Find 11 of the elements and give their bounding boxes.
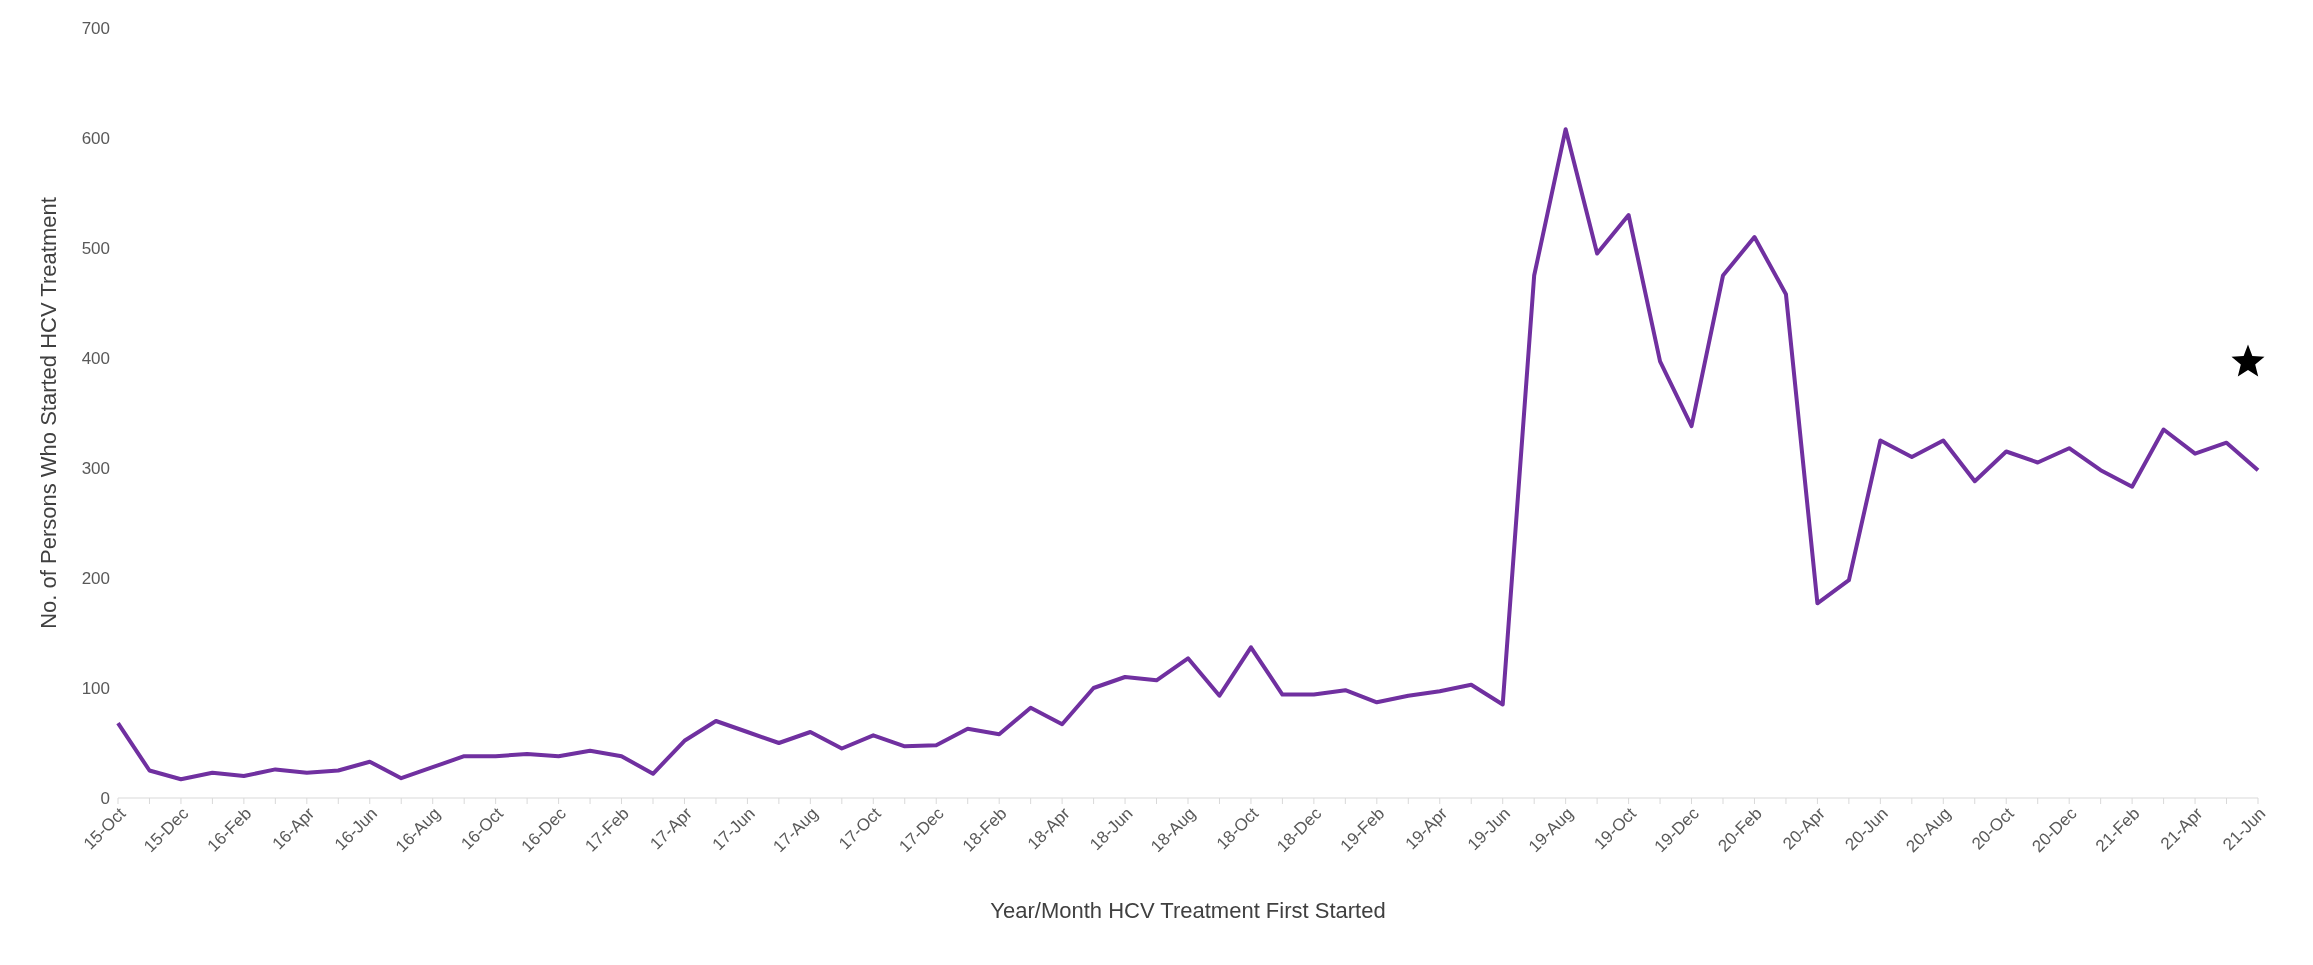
line-series — [116, 127, 2260, 782]
y-axis-title: No. of Persons Who Started HCV Treatment — [35, 197, 61, 629]
y-tick-label: 200 — [81, 569, 110, 589]
y-tick-label: 500 — [81, 239, 110, 259]
y-tick-label: 400 — [81, 349, 110, 369]
y-tick-label: 0 — [100, 789, 110, 809]
y-tick-label: 600 — [81, 129, 110, 149]
y-tick-label: 300 — [81, 459, 110, 479]
y-tick-label: 100 — [81, 679, 110, 699]
x-axis-title: Year/Month HCV Treatment First Started — [990, 898, 1386, 923]
y-tick-label: 700 — [81, 19, 110, 39]
